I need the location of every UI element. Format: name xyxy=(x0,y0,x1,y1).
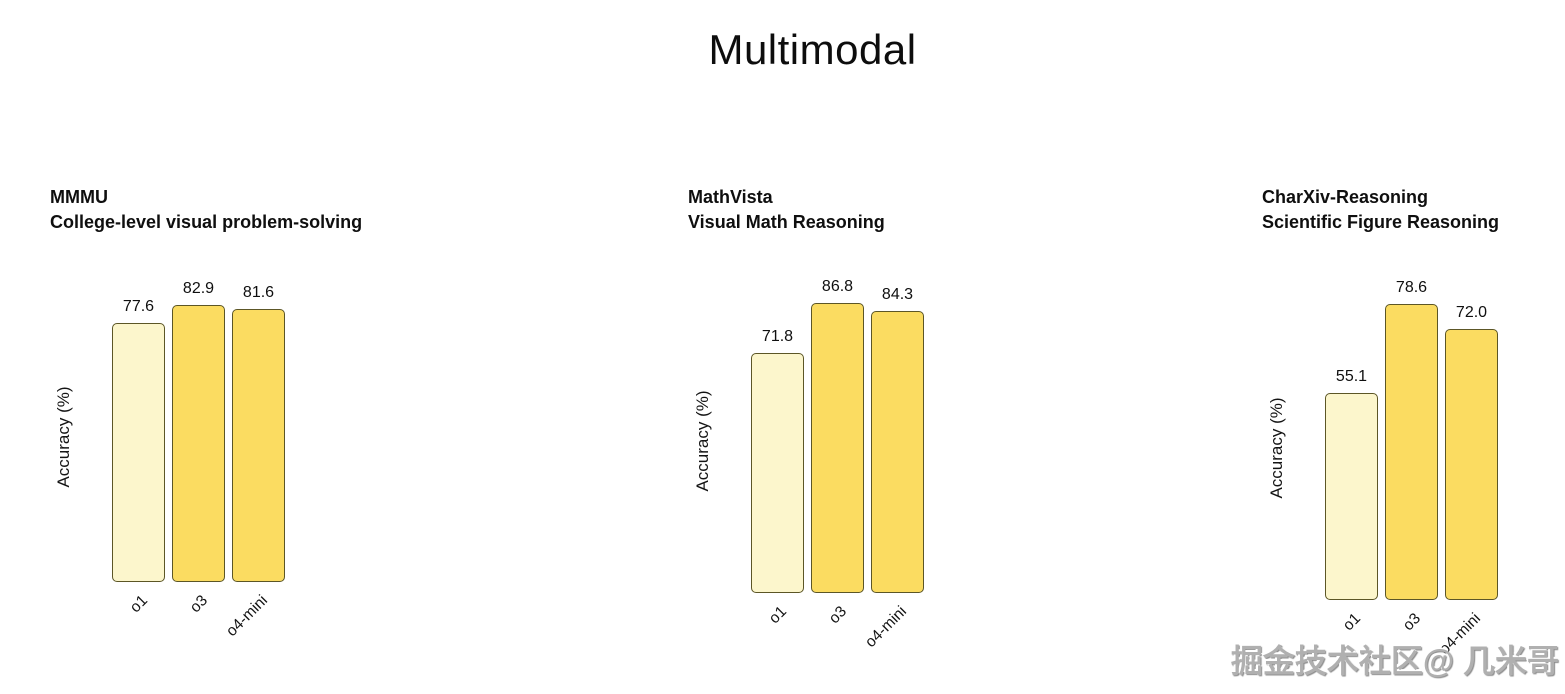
bar-o4-mini xyxy=(1445,328,1498,600)
bar-column: 86.8 o3 xyxy=(811,185,864,627)
bar-column: 81.6 o4-mini xyxy=(223,185,285,640)
chart-subtitle: Scientific Figure Reasoning xyxy=(1262,212,1500,232)
bar-column: 55.1 o1 xyxy=(1325,185,1378,634)
y-axis-label: Accuracy (%) xyxy=(693,390,712,492)
bar-o1 xyxy=(112,322,165,582)
chart-title: MMMU xyxy=(50,187,108,207)
chart-mathvista: MathVista Visual Math Reasoning Accuracy… xyxy=(688,185,1128,685)
bar-value-label: 81.6 xyxy=(242,284,275,302)
bar-group: 77.6 o1 82.9 o3 81.6 o4-mini xyxy=(112,185,285,640)
bar-value-label: 71.8 xyxy=(761,328,794,346)
y-axis-label: Accuracy (%) xyxy=(54,386,73,488)
bar-column: 72.0 o4-mini xyxy=(1436,185,1498,658)
bar-o3 xyxy=(811,303,864,593)
bar-group: 55.1 o1 78.6 o3 72.0 o4-mini xyxy=(1325,185,1498,658)
bar-column: 84.3 o4-mini xyxy=(862,185,924,651)
bar-value-label: 86.8 xyxy=(821,278,854,295)
chart-charxiv-reasoning: CharXiv-Reasoning Scientific Figure Reas… xyxy=(1262,185,1565,685)
bar-column: 77.6 o1 xyxy=(112,185,165,616)
page-title: Multimodal xyxy=(708,26,917,73)
bar-value-label: 72.0 xyxy=(1455,303,1488,321)
chart-title: CharXiv-Reasoning xyxy=(1262,187,1429,207)
chart-title-block: CharXiv-Reasoning Scientific Figure Reas… xyxy=(1262,185,1499,235)
chart-title-block: MMMU College-level visual problem-solvin… xyxy=(50,185,362,235)
bar-o1 xyxy=(1325,392,1378,600)
bar-o3 xyxy=(172,305,225,582)
bar-group: 71.8 o1 86.8 o3 84.3 o4-mini xyxy=(751,185,924,651)
bar-column: 82.9 o3 xyxy=(172,185,225,616)
bar-column: 71.8 o1 xyxy=(751,185,804,627)
chart-subtitle: Visual Math Reasoning xyxy=(688,212,885,232)
bar-o3 xyxy=(1385,304,1438,600)
chart-mmmu: MMMU College-level visual problem-solvin… xyxy=(50,185,490,685)
bar-column: 78.6 o3 xyxy=(1385,185,1438,634)
y-axis-label: Accuracy (%) xyxy=(1267,397,1286,499)
watermark: 掘金技术社区@ 几米哥 xyxy=(1230,643,1559,679)
bar-value-label: 84.3 xyxy=(881,286,914,304)
bar-o4-mini xyxy=(871,311,924,593)
bar-value-label: 82.9 xyxy=(182,280,215,297)
bar-value-label: 55.1 xyxy=(1335,367,1368,385)
chart-title: MathVista xyxy=(688,187,773,207)
chart-title-block: MathVista Visual Math Reasoning xyxy=(688,185,885,235)
chart-subtitle: College-level visual problem-solving xyxy=(50,212,363,232)
bar-o4-mini xyxy=(232,309,285,582)
bar-value-label: 78.6 xyxy=(1395,279,1428,296)
x-tick-label: o4-mini xyxy=(861,603,910,651)
bar-value-label: 77.6 xyxy=(122,297,155,315)
bar-o1 xyxy=(751,353,804,593)
